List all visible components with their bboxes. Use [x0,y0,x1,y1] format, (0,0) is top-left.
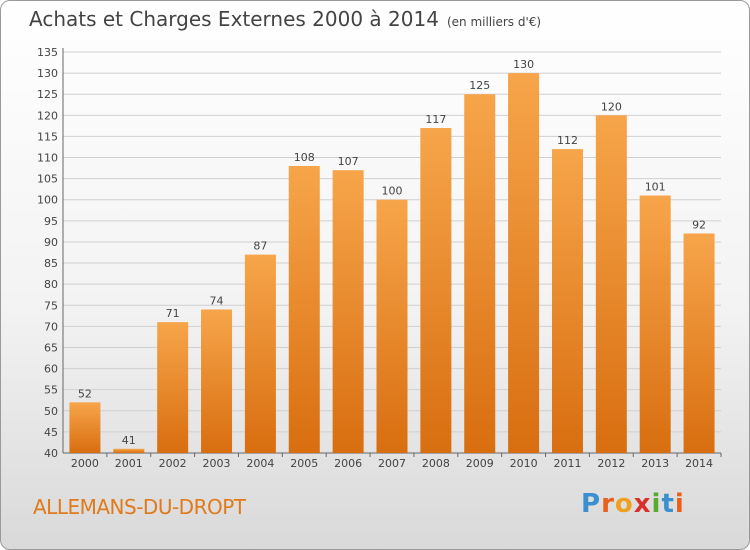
bar-2007 [376,199,408,453]
x-tick-label: 2007 [378,457,406,470]
bar-2000 [69,402,101,453]
y-tick-label: 120 [37,109,58,122]
x-tick-label: 2010 [510,457,538,470]
bar-2009 [464,94,496,454]
y-tick-label: 80 [44,278,58,291]
chart-title-text: Achats et Charges Externes 2000 à 2014 [29,7,439,31]
x-tick-label: 2003 [203,457,231,470]
bar-2010 [508,73,540,454]
y-tick-label: 105 [37,173,58,186]
bar-2003 [201,309,233,453]
logo-letter: t [661,489,675,519]
bar-2008 [420,127,452,454]
x-tick-label: 2000 [71,457,99,470]
y-tick-label: 115 [37,130,58,143]
data-label-2008: 117 [425,113,446,126]
y-tick-label: 65 [44,341,58,354]
x-tick-label: 2012 [597,457,625,470]
y-tick-labels: 40 45 50 55 60 65 70 75 80 85 90 95 100 105 110 115 120 1… [37,46,58,460]
bar-2011 [551,149,583,453]
data-label-2005: 108 [294,151,315,164]
x-tick-label: 2002 [159,457,187,470]
bar-2012 [595,115,627,453]
y-tick-label: 95 [44,215,58,228]
data-label-2014: 92 [692,219,706,232]
data-label-2004: 87 [253,240,267,253]
bars [69,73,715,454]
town-name: ALLEMANS-DU-DROPT [33,495,246,519]
x-tick-label: 2001 [115,457,143,470]
data-label-2002: 71 [166,307,180,320]
y-tick-label: 55 [44,384,58,397]
y-tick-label: 110 [37,152,58,165]
chart-title: Achats et Charges Externes 2000 à 2014 (e… [29,7,541,31]
data-label-2006: 107 [338,155,359,168]
bar-2001 [113,448,145,453]
bar-2006 [332,170,364,454]
bar-2013 [639,195,671,453]
y-tick-label: 50 [44,405,58,418]
x-tick-label: 2014 [685,457,713,470]
logo-letter: i [674,489,685,519]
data-labels: 52 41 71 74 87 108 107 100 117 125 130 112 120 101 92 [78,58,706,447]
y-tick-label: 85 [44,257,58,270]
proxiti-logo: Proxiti [581,489,685,519]
y-tick-label: 45 [44,426,58,439]
y-tick-label: 40 [44,447,58,460]
data-label-2003: 74 [210,294,224,307]
y-tick-label: 100 [37,194,58,207]
data-label-2000: 52 [78,387,92,400]
x-tick-label: 2008 [422,457,450,470]
y-tick-label: 125 [37,88,58,101]
logo-letter: i [651,489,662,519]
y-tick-label: 135 [37,46,58,59]
data-label-2011: 112 [557,134,578,147]
data-label-2007: 100 [382,185,403,198]
data-label-2001: 41 [122,434,136,447]
data-label-2010: 130 [513,58,534,71]
data-label-2012: 120 [601,100,622,113]
logo-letter: P [581,489,602,519]
x-tick-label: 2005 [290,457,318,470]
bar-2004 [244,254,276,453]
bar-2002 [157,322,189,453]
logo-letter: x [633,489,652,519]
x-tick-label: 2004 [246,457,274,470]
bar-2005 [288,165,320,453]
x-tick-label: 2006 [334,457,362,470]
y-tick-label: 70 [44,320,58,333]
data-label-2013: 101 [645,181,666,194]
y-tick-label: 75 [44,299,58,312]
x-tick-label: 2011 [553,457,581,470]
logo-letter: o [614,489,634,519]
x-tick-label: 2009 [466,457,494,470]
x-tick-labels: 2000 2001 2002 2003 2004 2005 2006 2007 2008 2009… [71,457,713,470]
bar-2014 [683,233,715,453]
data-label-2009: 125 [469,79,490,92]
y-tick-label: 130 [37,67,58,80]
y-tick-label: 60 [44,363,58,376]
chart-subtitle: (en milliers d'€) [446,15,542,29]
x-tick-label: 2013 [641,457,669,470]
y-tick-label: 90 [44,236,58,249]
logo-letter: r [601,489,615,519]
